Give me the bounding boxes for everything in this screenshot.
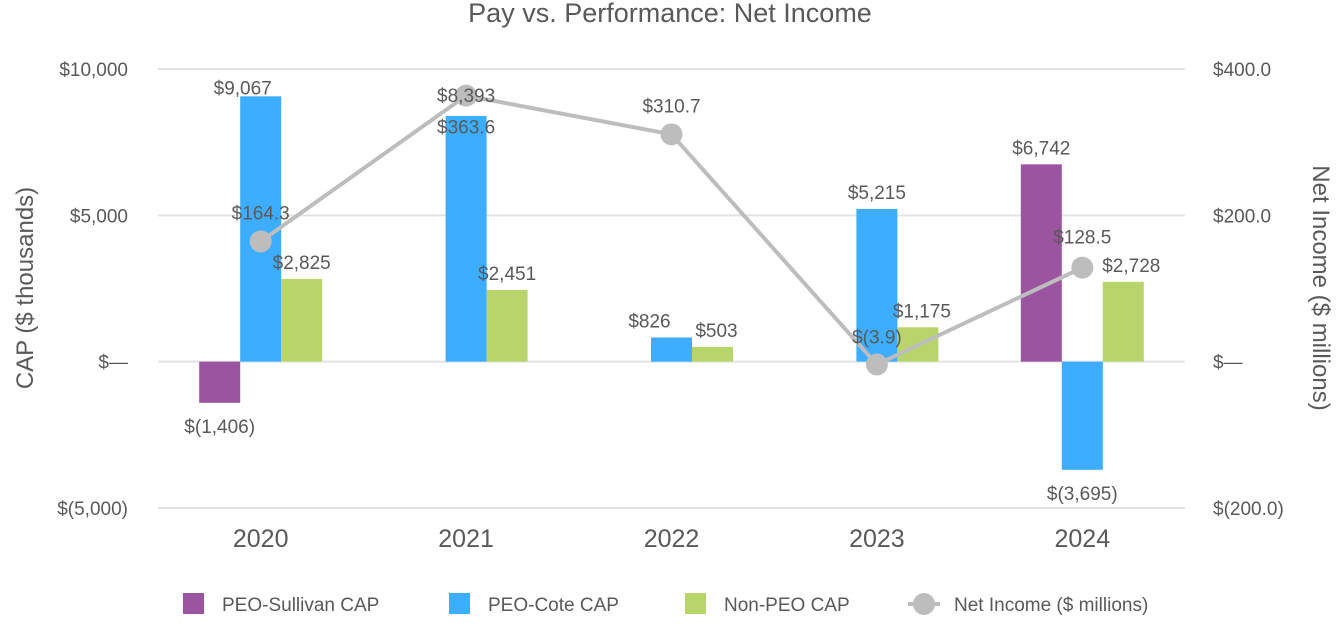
bar-peo-cote-cap-2021	[445, 116, 487, 362]
legend-swatch-peo-cote-cap	[449, 593, 470, 614]
y-tick-label: $—	[98, 353, 128, 374]
bar-non-peo-cap-2024	[1102, 281, 1144, 362]
x-tick-label: 2024	[1054, 525, 1110, 553]
y-tick-label: $10,000	[59, 60, 128, 81]
line-data-label: $310.7	[642, 96, 700, 117]
legend-label: PEO-Sullivan CAP	[222, 595, 379, 616]
y2-tick-label: $—	[1213, 353, 1243, 374]
bar-peo-cote-cap-2022	[651, 337, 692, 362]
legend-swatch-non-peo-cap	[685, 593, 706, 614]
bar-data-label: $6,742	[1012, 138, 1070, 159]
bar-data-label: $(1,406)	[184, 417, 255, 438]
net-income-marker	[865, 353, 888, 376]
bar-data-label: $1,175	[893, 301, 951, 322]
y2-tick-label: $400.0	[1213, 60, 1271, 81]
bar-data-label: $826	[628, 311, 670, 332]
bar-data-label: $503	[695, 321, 737, 342]
bar-non-peo-cap-2021	[486, 289, 528, 362]
legend-swatch-peo-sullivan-cap	[183, 593, 204, 614]
bar-data-label: $2,451	[478, 264, 536, 285]
bar-data-label: $5,215	[848, 183, 906, 204]
bar-peo-cote-cap-2024	[1061, 361, 1103, 470]
y2-axis-title: Net Income ($ millions)	[1307, 165, 1334, 410]
legend-label: Net Income ($ millions)	[954, 595, 1148, 616]
bar-non-peo-cap-2020	[281, 278, 323, 362]
y-axis-title: CAP ($ thousands)	[12, 187, 39, 389]
y-tick-label: $(5,000)	[57, 499, 128, 520]
legend-label: PEO-Cote CAP	[488, 595, 619, 616]
line-data-label: $363.6	[437, 118, 495, 139]
bar-peo-sullivan-cap-2020	[199, 361, 241, 403]
line-data-label: $164.3	[232, 203, 290, 224]
bar-data-label: $9,067	[214, 78, 272, 99]
net-income-marker	[249, 230, 272, 253]
net-income-marker	[455, 84, 478, 107]
x-tick-label: 2022	[644, 525, 700, 553]
x-tick-label: 2021	[438, 525, 494, 553]
bar-data-label: $(3,695)	[1047, 484, 1118, 505]
y2-tick-label: $(200.0)	[1213, 499, 1284, 520]
bar-data-label: $8,393	[437, 86, 495, 107]
x-tick-label: 2020	[233, 525, 289, 553]
bar-non-peo-cap-2022	[692, 346, 733, 362]
line-data-label: $128.5	[1053, 228, 1111, 249]
legend-marker-net-income	[913, 593, 935, 615]
net-income-marker	[660, 123, 683, 146]
legend-label: Non-PEO CAP	[724, 595, 850, 616]
y2-tick-label: $200.0	[1213, 206, 1271, 227]
bar-peo-cote-cap-2023	[856, 209, 898, 362]
bar-data-label: $2,728	[1102, 256, 1160, 277]
bar-peo-sullivan-cap-2024	[1020, 164, 1062, 362]
net-income-marker	[1071, 256, 1094, 279]
bar-data-label: $2,825	[273, 253, 331, 274]
x-tick-label: 2023	[849, 525, 905, 553]
chart-title: Pay vs. Performance: Net Income	[468, 0, 872, 28]
y-tick-label: $5,000	[70, 206, 128, 227]
line-data-label: $(3.9)	[852, 328, 902, 349]
bar-peo-cote-cap-2020	[240, 96, 282, 362]
